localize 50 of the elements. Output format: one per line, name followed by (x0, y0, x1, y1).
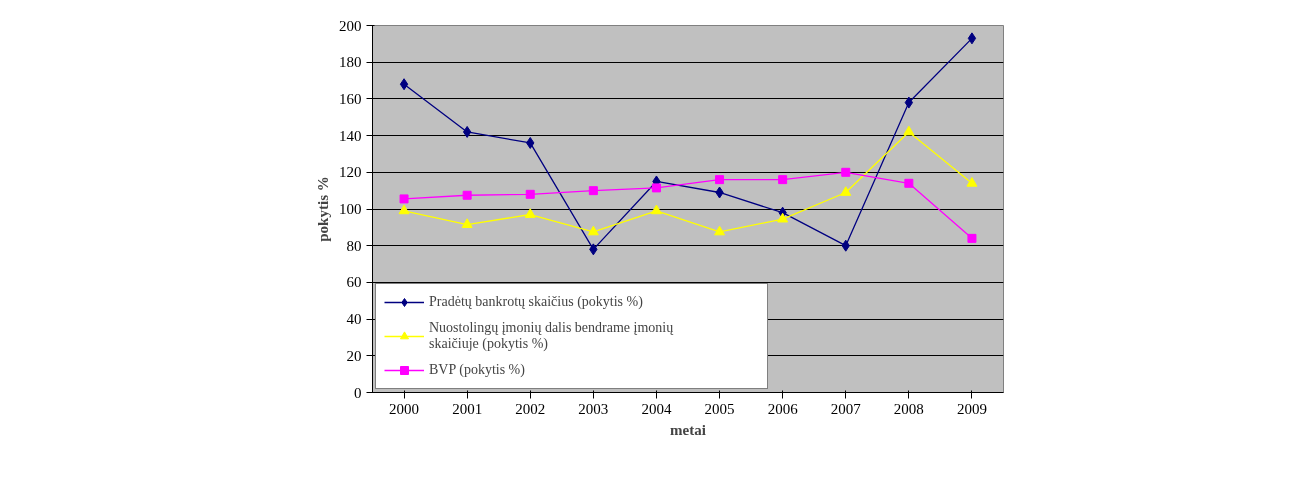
x-axis-title: metai (670, 421, 706, 438)
x-tick-label: 2001 (452, 400, 483, 417)
point (462, 125, 472, 138)
y-tick-label: 60 (346, 274, 362, 291)
point (967, 233, 977, 243)
x-tick-label: 2007 (830, 400, 862, 417)
legend-label: Nuostolingų įmonių dalis bendrame įmonių skaičiuje (pokytis %) (429, 320, 675, 352)
point (525, 189, 535, 199)
point (587, 225, 599, 236)
y-tick-label: 20 (346, 347, 362, 364)
point (904, 178, 914, 188)
x-tick-label: 2003 (578, 400, 609, 417)
point (650, 204, 662, 215)
y-tick-label: 80 (346, 237, 362, 254)
x-tick-label: 2006 (767, 400, 799, 417)
x-tick-label: 2000 (389, 400, 420, 417)
y-tick-label: 140 (339, 127, 362, 144)
point (714, 225, 726, 236)
point (461, 218, 473, 228)
y-tick-label: 160 (339, 90, 362, 107)
x-tick-label: 2005 (704, 400, 735, 417)
y-tick-label: 0 (354, 384, 362, 401)
x-tick-label: 2002 (515, 400, 546, 417)
y-tick-label: 40 (346, 311, 362, 328)
point (399, 78, 409, 91)
y-tick-label: 120 (339, 164, 362, 181)
y-tick-label: 100 (339, 201, 362, 217)
point (777, 212, 789, 223)
legend-label: BVP (pokytis %) (429, 362, 526, 378)
point (904, 96, 914, 109)
point (651, 183, 661, 193)
point (398, 204, 410, 215)
x-tick-label: 2008 (893, 400, 924, 417)
legend-label: Pradėtų bankrotų skaičius (pokytis %) (429, 294, 644, 310)
point (966, 177, 978, 187)
y-tick-label: 180 (339, 54, 362, 71)
point (778, 175, 788, 185)
y-tick-label: 200 (339, 17, 362, 34)
point (967, 32, 977, 45)
x-tick-label: 2004 (641, 400, 672, 417)
point (462, 190, 472, 200)
y-axis-title: pokytis % (315, 176, 331, 242)
point (840, 186, 852, 196)
point (524, 208, 536, 218)
point (903, 125, 915, 136)
point (841, 167, 851, 177)
x-tick-label: 2009 (956, 400, 987, 417)
point (399, 194, 409, 204)
point (715, 175, 725, 185)
point (588, 186, 598, 196)
